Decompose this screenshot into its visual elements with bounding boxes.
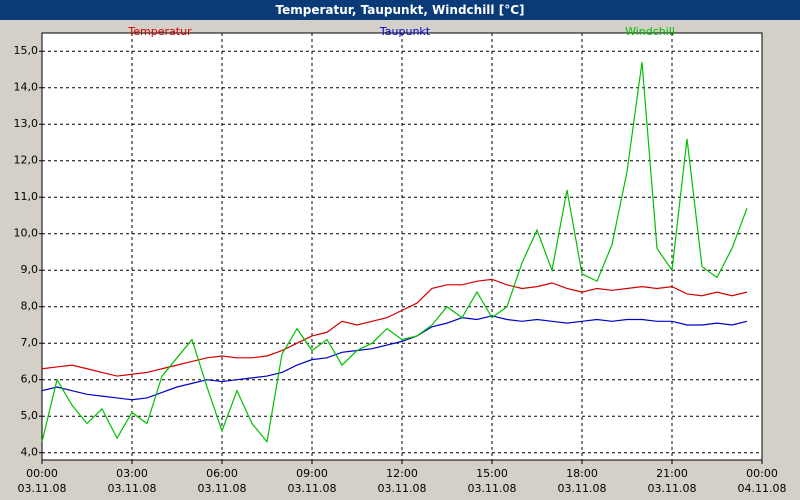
x-tick-label: 15:00 03.11.08 — [467, 467, 517, 495]
x-tick-label: 00:00 04.11.08 — [737, 467, 787, 495]
series-line — [41, 278, 748, 377]
series-line — [41, 315, 748, 401]
y-tick-label: 14,0 — [14, 81, 39, 94]
legend-label: Windchill — [625, 25, 675, 38]
y-tick-label: 6,0 — [21, 373, 39, 386]
series-line — [41, 62, 748, 444]
y-tick-label: 10,0 — [14, 227, 39, 240]
y-tick-label: 9,0 — [21, 263, 39, 276]
x-tick-label: 09:00 03.11.08 — [287, 467, 337, 495]
y-tick-label: 11,0 — [14, 190, 39, 203]
y-tick-label: 5,0 — [21, 409, 39, 422]
y-tick-label: 8,0 — [21, 300, 39, 313]
x-tick-label: 00:00 03.11.08 — [17, 467, 67, 495]
x-tick-label: 21:00 03.11.08 — [647, 467, 697, 495]
legend-label: Temperatur — [127, 25, 192, 38]
chart-title: Temperatur, Taupunkt, Windchill [°C] — [0, 0, 800, 20]
legend-label: Taupunkt — [379, 25, 431, 38]
x-tick-label: 06:00 03.11.08 — [197, 467, 247, 495]
x-tick-label: 12:00 03.11.08 — [377, 467, 427, 495]
y-tick-label: 13,0 — [14, 117, 39, 130]
x-tick-label: 18:00 03.11.08 — [557, 467, 607, 495]
y-tick-label: 12,0 — [14, 154, 39, 167]
y-tick-label: 4,0 — [21, 446, 39, 459]
y-tick-label: 7,0 — [21, 336, 39, 349]
x-tick-label: 03:00 03.11.08 — [107, 467, 157, 495]
y-tick-label: 15,0 — [14, 44, 39, 57]
